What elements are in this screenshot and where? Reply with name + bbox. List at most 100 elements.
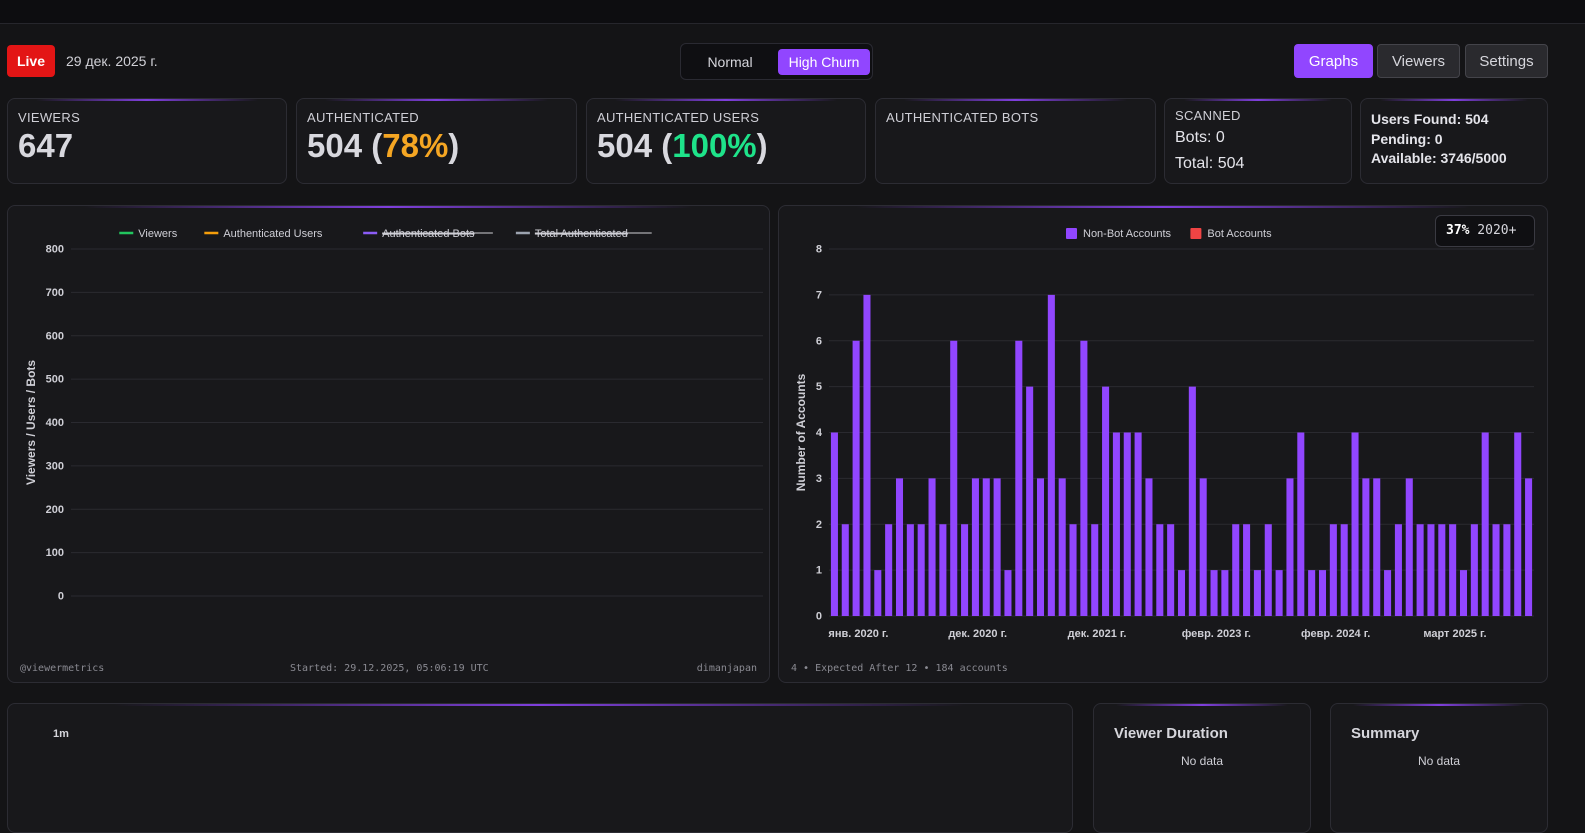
bar-non-bot [1156,524,1164,616]
authenticated-users-value-group: 504 (100%) [597,127,768,165]
legend-label: Non-Bot Accounts [1083,228,1172,240]
bar-non-bot [1384,570,1392,616]
authenticated-percent: 78% [382,127,449,164]
year-badge: 37% 2020+ [1435,215,1535,247]
bar-non-bot [1199,478,1207,616]
scanned-card: SCANNED Bots: 0 Total: 504 [1164,98,1352,184]
tab-viewers[interactable]: Viewers [1377,44,1460,78]
legend-label: Bot Accounts [1207,228,1272,240]
authenticated-bots-card: AUTHENTICATED BOTS [875,98,1156,184]
accounts-bar-chart: 8 7 6 5 4 3 2 1 0 Number of Accounts янв. 2020 г. д… [794,228,1534,640]
mode-high-churn-button[interactable]: High Churn [778,49,870,75]
authenticated-bots-label: AUTHENTICATED BOTS [886,110,1039,125]
bar-non-bot [1177,570,1186,616]
bar-non-bot [961,524,969,616]
bar-non-bot [885,524,893,616]
bar-non-bot [1243,524,1251,616]
bar-non-bot [1047,294,1055,616]
bar-non-bot [939,524,947,616]
accounts-footer: 4 • Expected After 12 • 184 accounts [791,663,1008,674]
bar-non-bot [1394,524,1402,616]
bar-non-bot [1329,524,1337,616]
accounts-chart-card: 8 7 6 5 4 3 2 1 0 Number of Accounts янв. 2020 г. д… [778,205,1548,683]
x-tick-label: янв. 2020 г. [828,628,888,640]
bar-non-bot [1470,524,1478,616]
tab-settings[interactable]: Settings [1465,44,1548,78]
y-tick-label: 800 [46,244,64,256]
viewers-line-chart: 800 700 600 500 400 300 200 100 0 Viewers / Users… [24,228,763,603]
timeline-range-label: 1m [53,728,69,740]
viewers-chart-card: 800 700 600 500 400 300 200 100 0 Viewers / Users… [7,205,770,683]
paren-close: ) [756,127,768,164]
legend-swatch [1190,228,1202,239]
bar-non-bot [1405,478,1413,616]
paren-open: ( [362,127,383,164]
bar-non-bot [830,432,838,616]
authenticated-users-card: AUTHENTICATED USERS 504 (100%) [586,98,866,184]
badge-label: 2020+ [1469,223,1517,238]
viewer-duration-card: Viewer Duration No data [1093,703,1311,833]
users-pending: Pending: 0 [1371,131,1443,147]
users-info-card: Users Found: 504 Pending: 0 Available: 3… [1360,98,1548,184]
x-tick-label: март 2025 г. [1423,628,1486,640]
paren-open: ( [652,127,673,164]
bar-non-bot [1188,386,1196,616]
bar-non-bot [1481,432,1489,616]
bar-non-bot [1427,524,1435,616]
tab-graphs[interactable]: Graphs [1294,44,1373,78]
bar-non-bot [1416,524,1424,616]
bar-non-bot [1221,570,1229,616]
legend-label: Authenticated Users [223,228,323,240]
bar-non-bot [1449,524,1457,616]
authenticated-users-label: AUTHENTICATED USERS [597,110,760,125]
users-available: Available: 3746/5000 [1371,150,1507,166]
mode-normal-button[interactable]: Normal [687,49,773,75]
summary-card: Summary No data [1330,703,1548,833]
bar-non-bot [1362,478,1370,616]
bar-non-bot [852,340,860,616]
y-tick-label: 0 [58,591,64,603]
y-tick-label: 700 [46,287,64,299]
bar-non-bot [1123,432,1131,616]
viewers-label: VIEWERS [18,110,81,125]
y-tick-label: 500 [46,374,64,386]
bar-non-bot [1102,386,1110,616]
legend-label: Viewers [138,228,177,240]
y-tick-label: 0 [816,611,822,623]
bar-non-bot [1232,524,1240,616]
bar-non-bot [874,570,882,616]
legend-label: Total Authenticated [535,228,628,240]
y-tick-label: 200 [46,504,64,516]
y-tick-label: 8 [816,244,822,256]
bar-non-bot [1308,570,1316,616]
scanned-label: SCANNED [1175,108,1241,123]
bar-non-bot [1253,570,1261,616]
authenticated-value: 504 [307,127,363,164]
chart-footer-started: Started: 29.12.2025, 05:06:19 UTC [290,663,489,674]
y-tick-label: 3 [816,473,822,485]
y-tick-label: 4 [816,427,823,439]
summary-title: Summary [1351,725,1420,742]
bar-non-bot [1091,524,1099,616]
bar-non-bot [1492,524,1500,616]
bar-non-bot [917,524,925,616]
bar-non-bot [1069,524,1077,616]
bar-non-bot [1112,432,1120,616]
bar-non-bot [993,478,1001,616]
bar-non-bot [950,340,958,616]
bar-non-bot [895,478,904,616]
bar-non-bot [1036,478,1045,616]
bar-non-bot [1058,478,1066,616]
y-tick-label: 1 [816,565,822,577]
chart-footer-brand: @viewermetrics [20,663,105,674]
viewers-value: 647 [18,127,74,164]
bar-non-bot [1525,478,1533,616]
authenticated-label: AUTHENTICATED [307,110,419,125]
chart-footer-channel: dimanjapan [696,663,757,674]
badge-percent: 37% [1446,223,1470,238]
y-tick-label: 100 [46,547,64,559]
x-tick-label: февр. 2024 г. [1301,628,1370,640]
scanned-bots: Bots: 0 [1175,129,1225,146]
authenticated-value-group: 504 (78%) [307,127,459,165]
live-button[interactable]: Live [7,45,55,77]
